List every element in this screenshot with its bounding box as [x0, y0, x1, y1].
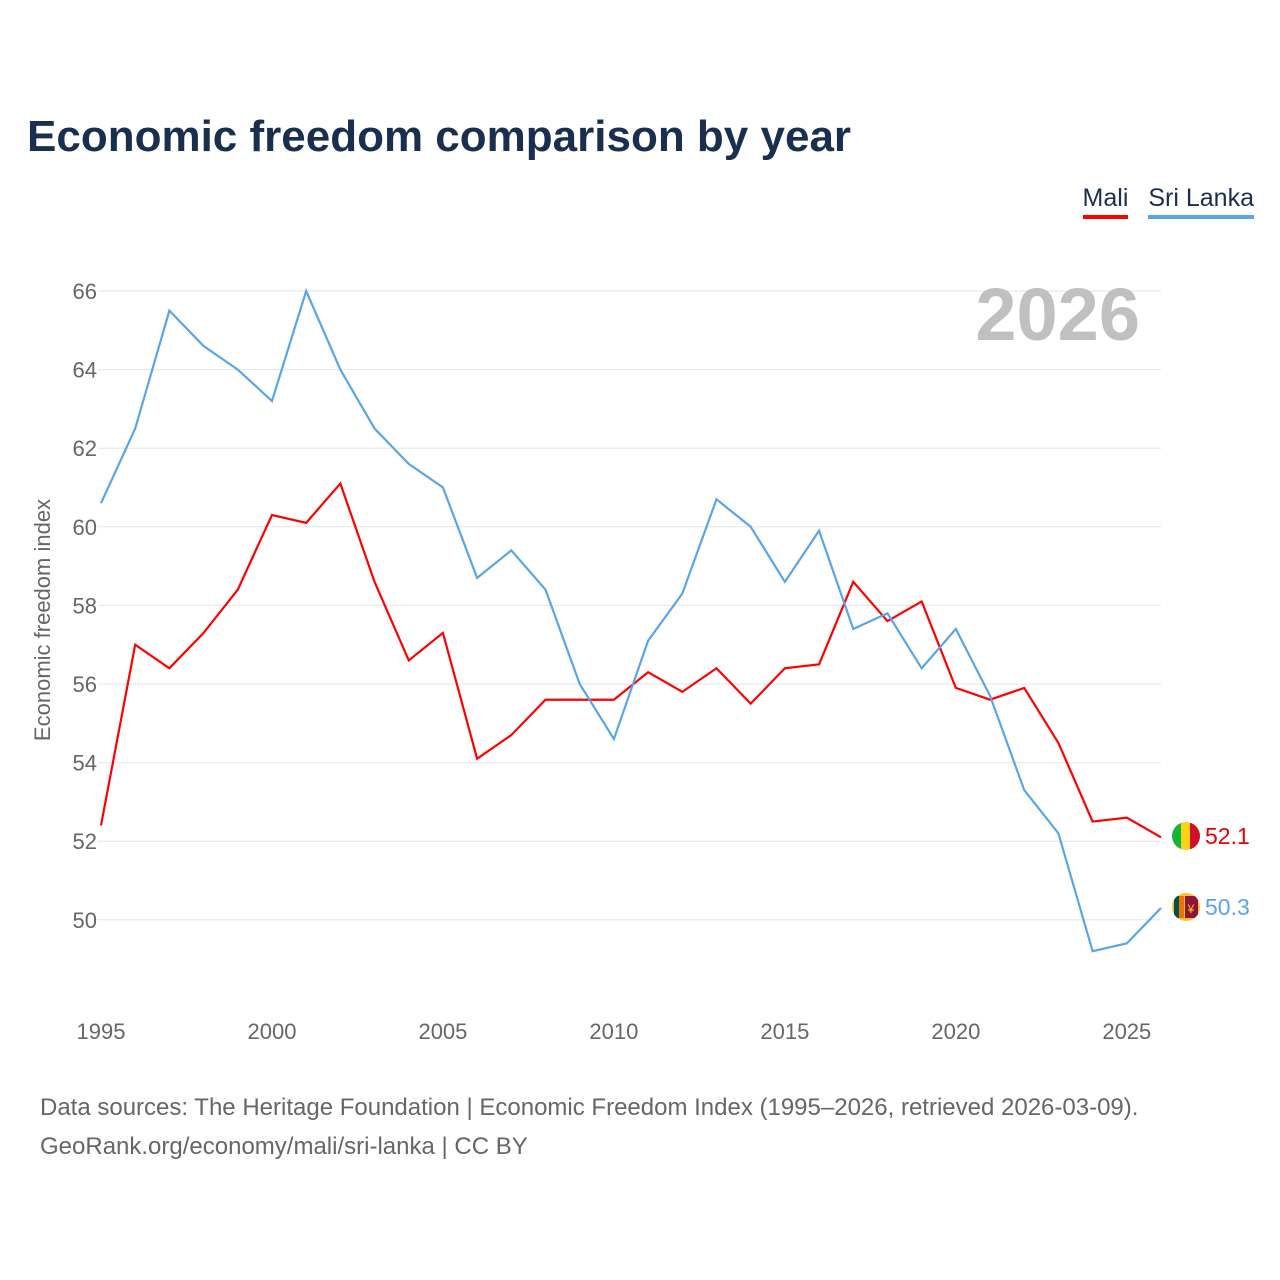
- svg-text:¥: ¥: [1187, 902, 1195, 916]
- year-label: 2026: [975, 273, 1140, 356]
- y-tick-label: 62: [73, 436, 97, 461]
- x-tick-label: 2005: [418, 1019, 467, 1044]
- y-axis-label: Economic freedom index: [30, 499, 55, 741]
- chart-title: Economic freedom comparison by year: [27, 112, 852, 161]
- y-tick-label: 66: [73, 279, 97, 304]
- legend-item-sri-lanka[interactable]: Sri Lanka: [1148, 184, 1254, 219]
- y-tick-label: 58: [73, 593, 97, 618]
- series-line-mali[interactable]: [99, 481, 1162, 839]
- source-line-1: Data sources: The Heritage Foundation | …: [40, 1094, 1139, 1121]
- legend: Mali Sri Lanka: [1082, 184, 1254, 219]
- sri-lanka-end-value: 50.3: [1205, 894, 1250, 920]
- x-tick-label: 2000: [247, 1019, 296, 1044]
- y-tick-label: 60: [73, 515, 97, 540]
- x-tick-label: 2020: [931, 1019, 980, 1044]
- y-tick-label: 64: [73, 358, 97, 383]
- x-tick-label: 1995: [77, 1019, 126, 1044]
- mali-end-value: 52.1: [1205, 823, 1250, 849]
- y-tick-label: 54: [73, 751, 97, 776]
- mali-flag-icon: [1172, 822, 1200, 850]
- sri-lanka-flag-icon: ¥: [1172, 893, 1200, 921]
- source-line-2[interactable]: GeoRank.org/economy/mali/sri-lanka | CC …: [40, 1133, 528, 1160]
- x-tick-label: 2025: [1102, 1019, 1151, 1044]
- x-tick-label: 2015: [760, 1019, 809, 1044]
- y-tick-label: 50: [73, 908, 97, 933]
- source-note: Data sources: The Heritage Foundation | …: [40, 1088, 1138, 1166]
- legend-item-mali[interactable]: Mali: [1082, 184, 1129, 219]
- series-line-sri-lanka[interactable]: [99, 287, 1162, 953]
- y-tick-label: 52: [73, 829, 97, 854]
- x-tick-label: 2010: [589, 1019, 638, 1044]
- y-tick-label: 56: [73, 672, 97, 697]
